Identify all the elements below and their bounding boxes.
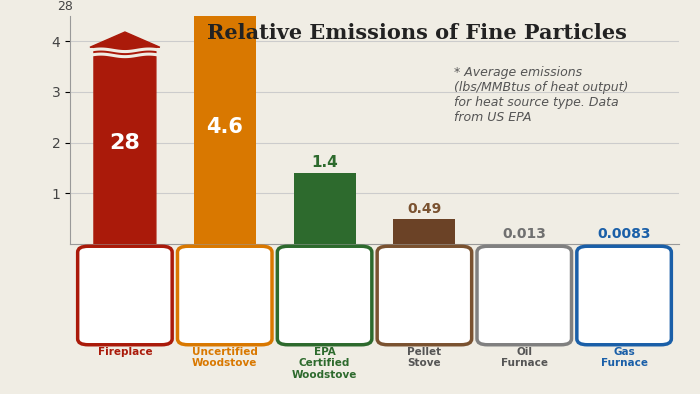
Text: Uncertified
Woodstove: Uncertified Woodstove (192, 347, 258, 368)
Text: 0.013: 0.013 (503, 227, 546, 241)
Text: 28: 28 (109, 133, 140, 153)
Text: Gas
Furnace: Gas Furnace (601, 347, 648, 368)
Text: Fireplace: Fireplace (97, 347, 152, 357)
Text: Pellet
Stove: Pellet Stove (407, 347, 442, 368)
Bar (393, 219, 456, 244)
Bar (293, 173, 356, 244)
Bar (194, 11, 256, 244)
Text: Oil
Furnace: Oil Furnace (500, 347, 548, 368)
Text: 0.49: 0.49 (407, 203, 442, 216)
Text: Relative Emissions of Fine Particles: Relative Emissions of Fine Particles (207, 22, 627, 43)
Text: 4.6: 4.6 (206, 117, 243, 138)
Text: EPA
Certified
Woodstove: EPA Certified Woodstove (292, 347, 357, 380)
Text: * Average emissions
(lbs/MMBtus of heat output)
for heat source type. Data
from : * Average emissions (lbs/MMBtus of heat … (454, 66, 628, 124)
Bar (494, 243, 555, 244)
FancyArrow shape (90, 32, 160, 244)
Text: 0.0083: 0.0083 (597, 227, 651, 241)
Text: 28: 28 (57, 0, 73, 13)
Text: 1.4: 1.4 (312, 154, 338, 170)
